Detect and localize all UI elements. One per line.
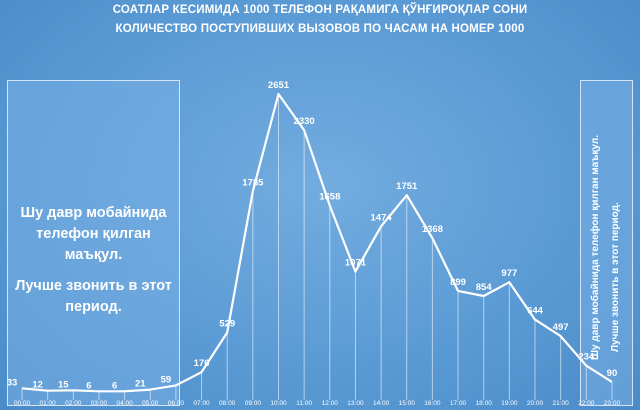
x-tick-label-1900: 19:00 <box>501 400 518 407</box>
x-tick-label-1700: 17:00 <box>450 400 467 407</box>
x-tick-label-0500: 05:00 <box>142 400 159 407</box>
data-label-1300: 1071 <box>345 258 367 269</box>
series-line-calls <box>21 92 613 393</box>
x-tick-label-0100: 01:00 <box>40 400 57 407</box>
x-tick-label-2100: 21:00 <box>553 400 570 407</box>
data-label-2300: 90 <box>607 368 618 379</box>
x-tick-label-1000: 10:00 <box>270 400 287 407</box>
chart-subtitle: КОЛИЧЕСТВО ПОСТУПИВШИХ ВЫЗОВОВ ПО ЧАСАМ … <box>115 23 525 35</box>
data-label-1900: 977 <box>501 268 517 279</box>
left-note-ru: Лучше звонить в этот период. <box>15 278 172 315</box>
data-label-0600: 59 <box>161 374 172 385</box>
data-label-1800: 854 <box>476 282 493 293</box>
recommended-period-right <box>580 80 633 406</box>
data-label-1100: 2330 <box>294 116 315 127</box>
data-label-1700: 899 <box>450 277 466 288</box>
x-tick-label-2000: 20:00 <box>527 400 544 407</box>
recommended-period-left <box>7 80 180 406</box>
x-tick-label-0300: 03:00 <box>91 400 108 407</box>
data-label-1200: 1658 <box>319 192 340 203</box>
data-label-0700: 176 <box>194 358 210 369</box>
data-label-1500: 1751 <box>396 181 418 192</box>
data-label-1600: 1368 <box>422 224 443 235</box>
x-tick-label-2200: 22:00 <box>578 400 595 407</box>
x-tick-label-1100: 11:00 <box>296 400 312 407</box>
data-label-0800: 529 <box>219 319 235 330</box>
x-tick-label-1400: 14:00 <box>373 400 390 407</box>
chart-title: СОАТЛАР КЕСИМИДА 1000 ТЕЛЕФОН РАҚАМИГА Қ… <box>112 4 528 16</box>
x-tick-label-2300: 23:00 <box>604 400 621 407</box>
data-label-2200: 234 <box>578 352 595 363</box>
x-tick-label-1800: 18:00 <box>476 400 493 407</box>
x-tick-label-0000: 00:00 <box>14 400 31 407</box>
data-label-0900: 1785 <box>242 177 264 188</box>
data-label-0500: 21 <box>135 379 146 390</box>
data-label-2100: 497 <box>553 322 569 333</box>
data-label-0300: 6 <box>86 380 91 391</box>
data-label-0000: 33 <box>7 377 18 388</box>
data-label-2000: 644 <box>527 306 544 317</box>
x-tick-label-1200: 12:00 <box>322 400 339 407</box>
x-tick-label-0400: 04:00 <box>116 400 133 407</box>
data-label-0100: 12 <box>32 380 43 391</box>
data-label-1000: 2651 <box>268 80 290 91</box>
x-tick-label-1300: 13:00 <box>347 400 364 407</box>
x-tick-label-0800: 08:00 <box>219 400 236 407</box>
x-tick-label-0600: 06:00 <box>168 400 185 407</box>
data-label-0400: 6 <box>112 380 117 391</box>
x-tick-label-0200: 02:00 <box>65 400 82 407</box>
data-label-1400: 1474 <box>371 212 393 223</box>
x-tick-label-1500: 15:00 <box>399 400 416 407</box>
x-tick-label-0700: 07:00 <box>193 400 210 407</box>
data-label-0200: 15 <box>58 379 69 390</box>
x-tick-label-1600: 16:00 <box>424 400 441 407</box>
x-tick-label-0900: 09:00 <box>245 400 262 407</box>
left-note-uz: Шу давр мобайнида телефон қилган маъқул. <box>20 205 167 263</box>
